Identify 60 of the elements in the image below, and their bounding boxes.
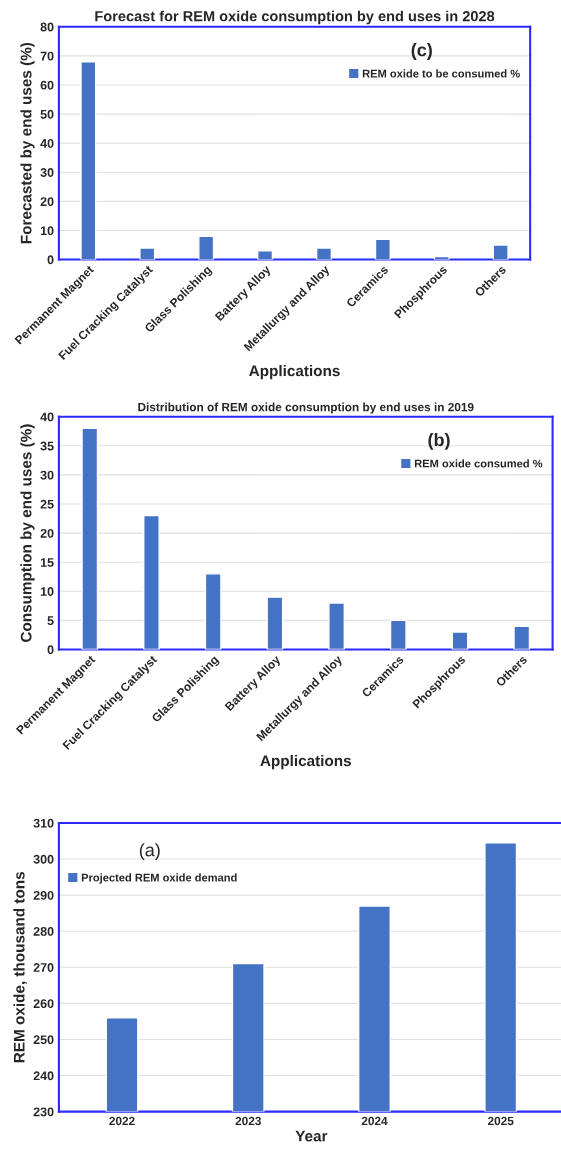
y-tick-label: 300 bbox=[33, 854, 54, 864]
bar bbox=[374, 238, 391, 260]
chart-title: Forecast for REM oxide consumption by end uses in 2028 bbox=[95, 10, 495, 25]
bar bbox=[204, 573, 222, 650]
x-tick-label: 2024 bbox=[361, 1116, 388, 1126]
bar bbox=[389, 619, 407, 650]
y-tick-label: 5 bbox=[47, 616, 54, 626]
y-tick-label: 80 bbox=[40, 22, 54, 32]
chart-title: Distribution of REM oxide consumption by end uses in 2019 bbox=[138, 402, 474, 414]
x-tick-label: 2025 bbox=[487, 1116, 514, 1126]
y-tick-label: 230 bbox=[33, 1107, 54, 1117]
y-tick-label: 40 bbox=[40, 412, 54, 422]
y-tick-label: 250 bbox=[33, 1035, 54, 1045]
y-tick-label: 50 bbox=[40, 109, 54, 119]
y-tick-label: 35 bbox=[40, 441, 54, 451]
bar bbox=[451, 631, 469, 650]
x-tick-label: 2022 bbox=[109, 1116, 135, 1126]
x-axis-title: Applications bbox=[249, 365, 340, 380]
x-axis-title: Year bbox=[295, 1130, 328, 1142]
legend-label: REM oxide consumed % bbox=[414, 459, 543, 468]
y-tick-label: 20 bbox=[40, 528, 54, 538]
bar bbox=[513, 625, 531, 650]
y-tick-label: 290 bbox=[33, 890, 54, 900]
y-tick-label: 30 bbox=[40, 168, 54, 177]
y-tick-label: 270 bbox=[33, 963, 54, 972]
bar bbox=[139, 247, 156, 260]
x-tick-label: 2023 bbox=[235, 1116, 261, 1126]
bar bbox=[492, 244, 509, 260]
y-tick-label: 10 bbox=[40, 587, 54, 596]
y-tick-label: 310 bbox=[33, 818, 54, 828]
annotation: (b) bbox=[428, 433, 450, 450]
bar bbox=[198, 235, 215, 260]
y-tick-label: 0 bbox=[47, 645, 54, 655]
y-tick-label: 240 bbox=[33, 1071, 54, 1081]
y-tick-label: 60 bbox=[40, 80, 54, 90]
y-axis-title: REM oxide, thousand tons bbox=[13, 871, 27, 1063]
y-axis-title: Consumption by end uses (%) bbox=[20, 424, 35, 642]
y-tick-label: 0 bbox=[47, 255, 54, 265]
bar bbox=[81, 427, 99, 650]
y-tick-label: 70 bbox=[40, 51, 54, 61]
x-axis-title: Applications bbox=[260, 754, 351, 770]
y-tick-label: 40 bbox=[40, 138, 54, 148]
legend-label: REM oxide to be consumed % bbox=[362, 69, 520, 78]
bar bbox=[143, 514, 160, 650]
bar bbox=[328, 602, 346, 650]
annotation: (a) bbox=[139, 843, 160, 860]
bar bbox=[266, 596, 284, 650]
bar bbox=[80, 60, 97, 260]
legend-label: Projected REM oxide demand bbox=[81, 873, 237, 884]
y-tick-label: 10 bbox=[40, 226, 54, 236]
y-tick-label: 30 bbox=[40, 470, 54, 480]
y-tick-label: 260 bbox=[33, 999, 54, 1009]
bar bbox=[315, 247, 333, 260]
y-tick-label: 280 bbox=[33, 927, 54, 936]
y-tick-label: 15 bbox=[40, 558, 54, 567]
bar bbox=[257, 250, 274, 260]
y-tick-label: 20 bbox=[40, 197, 54, 207]
annotation: (c) bbox=[411, 43, 432, 60]
y-tick-label: 25 bbox=[40, 499, 54, 509]
y-axis-title: Forecasted by end uses (%) bbox=[20, 42, 35, 244]
